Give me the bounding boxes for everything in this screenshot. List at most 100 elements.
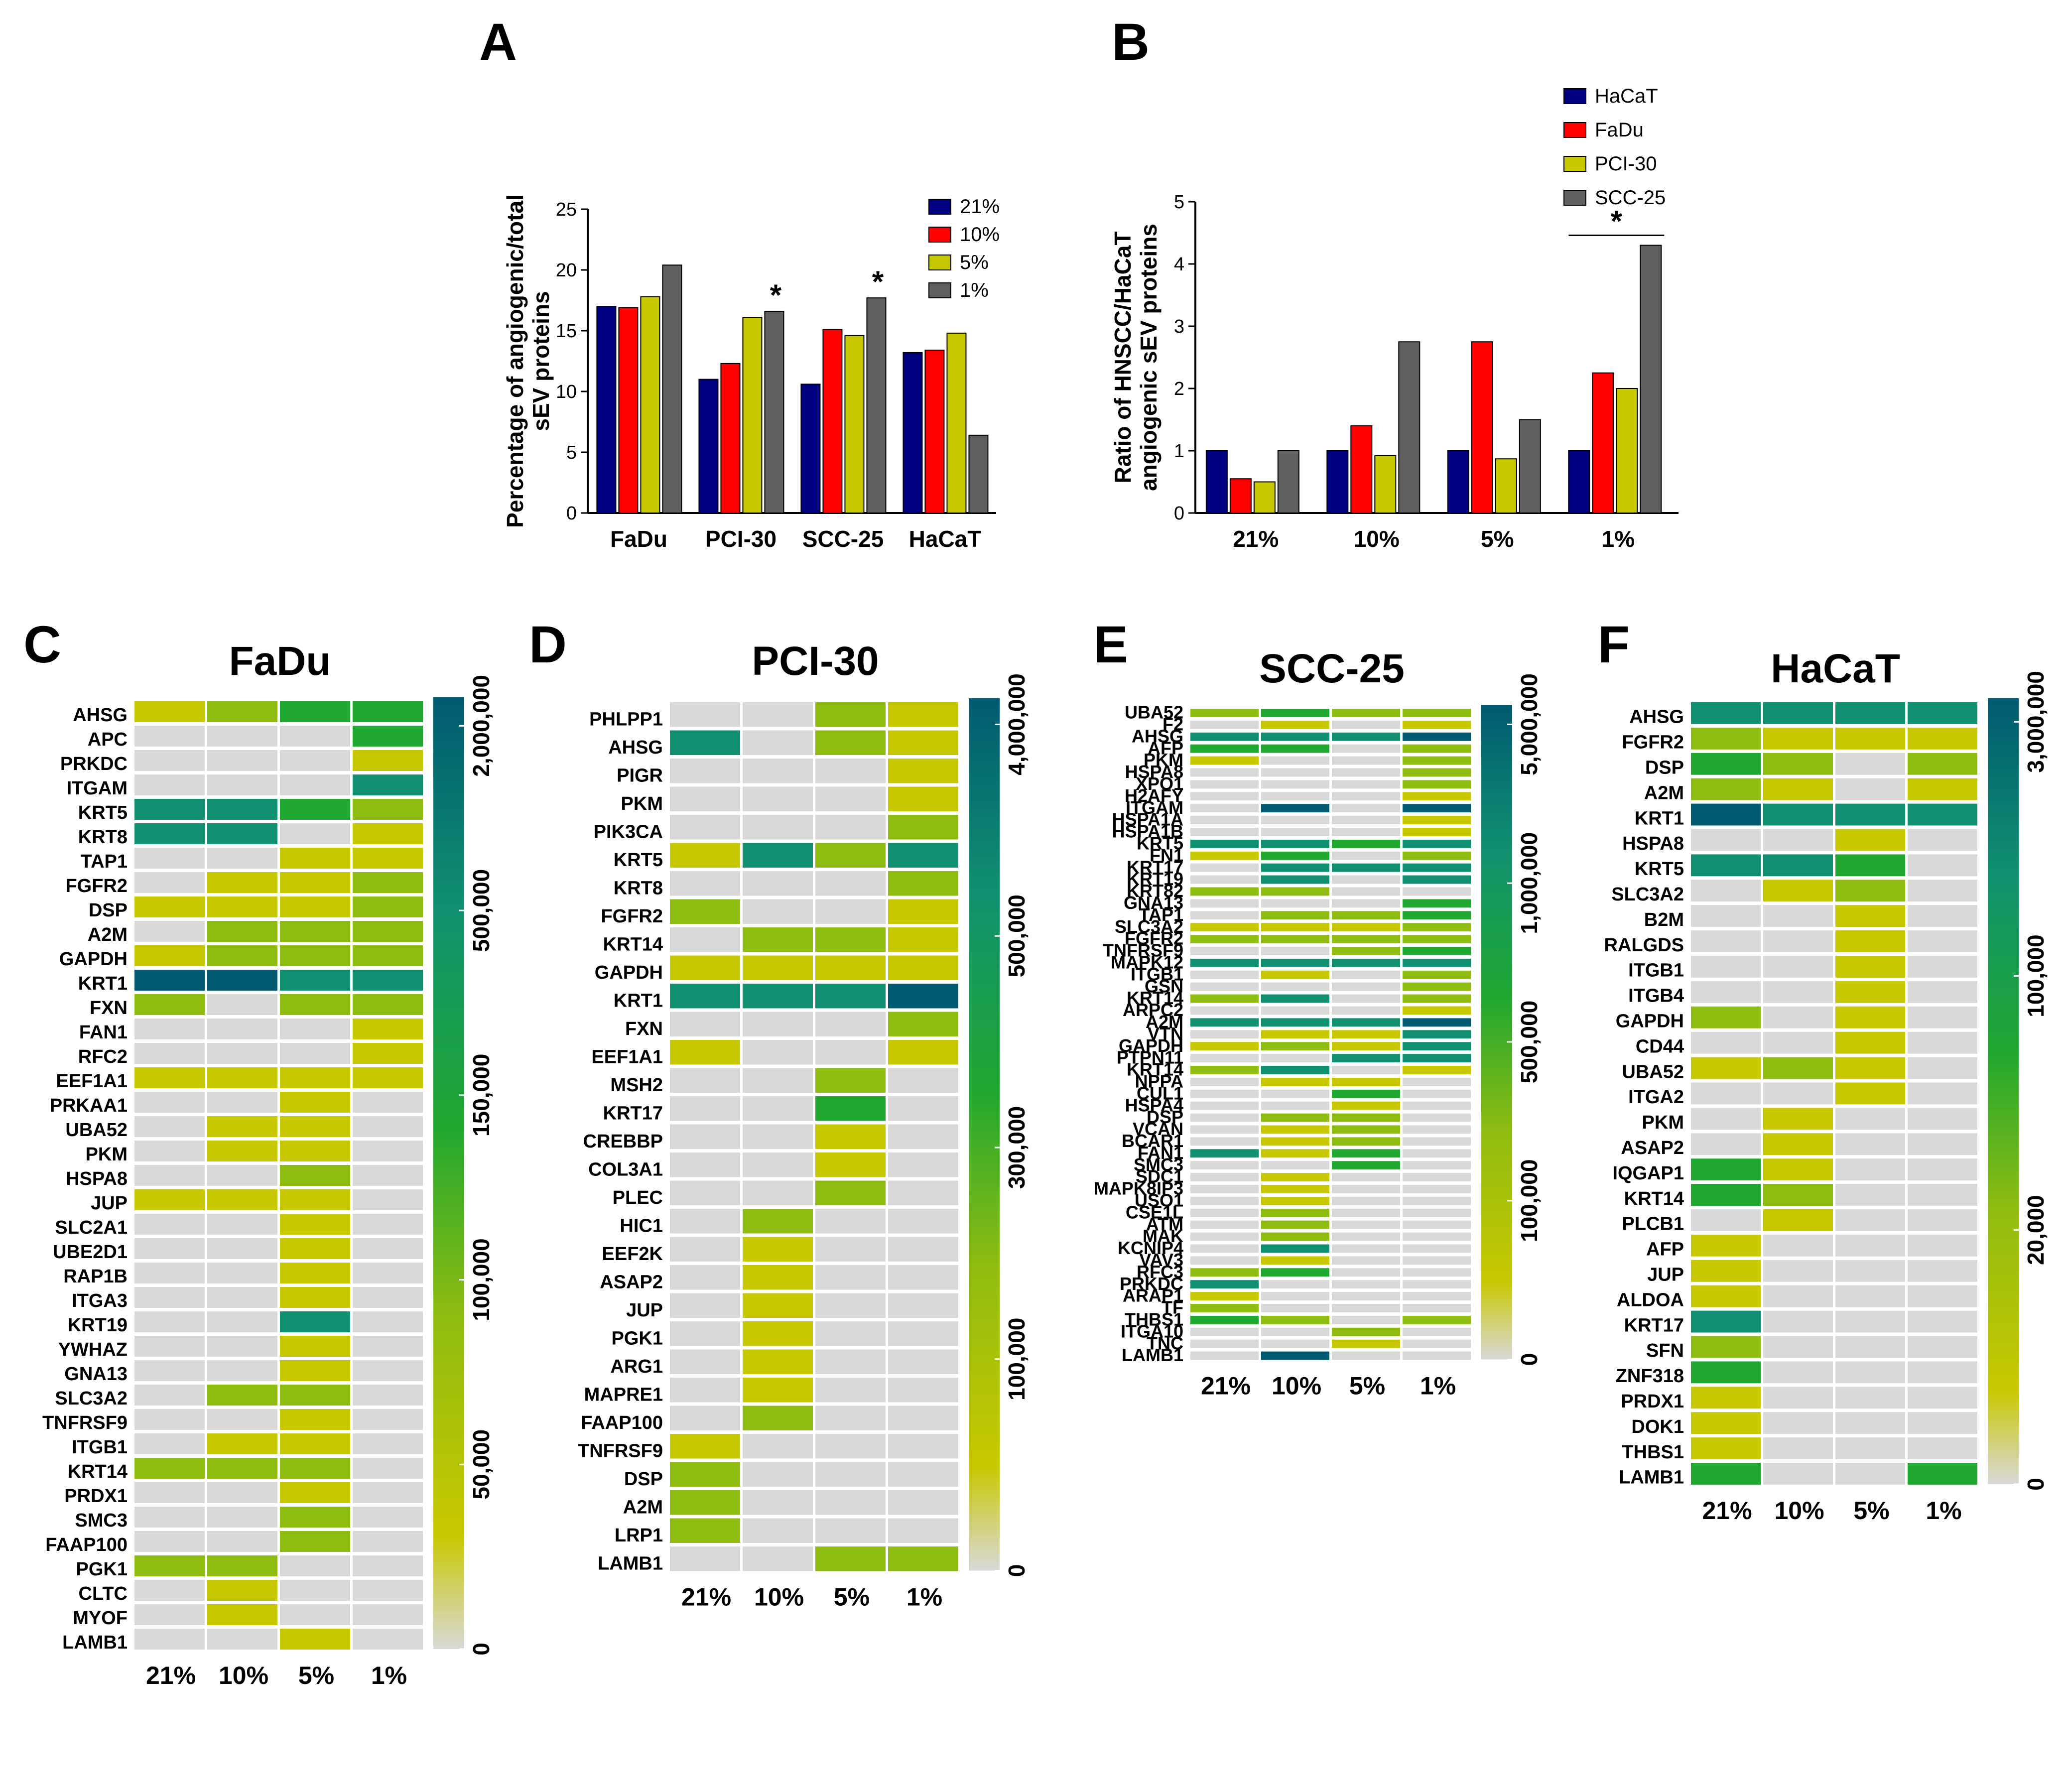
heatmap-cell [1835,1463,1905,1485]
heatmap-cell [280,1604,350,1625]
heatmap-cell [353,1360,423,1381]
bar-pci-30-21 [698,379,719,513]
heatmap-cell [1261,1268,1329,1277]
heatmap-cell [1908,981,1977,1003]
heatmap-cell [1835,702,1905,724]
heatmap-cell [1691,1387,1761,1409]
heatmap-cell [1190,1161,1259,1170]
heatmap-cell [207,1116,277,1137]
y-tick-label: 25 [556,199,577,220]
row-label: CSE1L [1126,1202,1183,1222]
row-label: KRT14 [1624,1188,1684,1209]
colorbar-tick-label: 4,000,000 [1004,673,1030,775]
row-label: FGFR2 [65,876,128,896]
row-label: UBA52 [1125,702,1183,723]
column-label: 21% [1201,1372,1251,1400]
heatmap-cell [1763,1285,1833,1307]
heatmap-cell [134,1116,205,1137]
heatmap-cell [1908,1133,1977,1155]
heatmap-cell [815,1546,886,1571]
heatmap-cell [1835,981,1905,1003]
heatmap-cell [743,1237,813,1262]
heatmap-cell [670,1237,740,1262]
heatmap-cell [353,1482,423,1503]
heatmap-cell [1691,829,1761,851]
row-label: A2M [1146,1012,1183,1032]
heatmap-cell [353,1604,423,1625]
heatmap-cell [1332,792,1400,801]
y-tick-label: 0 [1174,503,1184,524]
row-label: KRT5 [614,850,663,871]
heatmap-cell [1332,1089,1400,1098]
heatmap-cell [670,730,740,755]
heatmap-cell [1691,930,1761,952]
heatmap-cell [1190,863,1259,872]
heatmap-cell [1691,1336,1761,1358]
heatmap-cell [888,1209,958,1234]
heatmap-cell [1763,1336,1833,1358]
heatmap-cell [1190,1006,1259,1015]
column-label: 1% [1420,1372,1456,1400]
heatmap-cell [1908,1158,1977,1181]
heatmap-cell [280,921,350,942]
heatmap-cell [1691,1285,1761,1307]
row-label: AHSG [1629,707,1684,728]
heatmap-cell [743,1490,813,1515]
colorbar [1481,705,1512,1360]
heatmap-cell [888,1096,958,1121]
heatmap-cell [1332,1315,1400,1324]
heatmap-cell [1403,911,1471,920]
heatmap-cell [1908,1285,1977,1307]
heatmap-cell [670,984,740,1009]
bar-scc-25-1 [866,297,887,513]
colorbar [1988,698,2019,1484]
heatmap-cell [1332,1327,1400,1336]
heatmap-cell [670,1096,740,1121]
row-label: KRT8 [78,827,128,848]
heatmap-cell [1403,863,1471,872]
heatmap-cell [1261,1173,1329,1181]
row-label: ITGB4 [1628,986,1684,1007]
heatmap-cell [280,1263,350,1283]
heatmap-cell [888,1068,958,1093]
heatmap-cell [134,1165,205,1186]
heatmap-cell [1261,1137,1329,1146]
heatmap-cell [1908,1057,1977,1079]
row-label: AFP [1148,738,1183,758]
row-label: CLTC [79,1583,128,1604]
row-label: HSPA1A [1112,809,1183,830]
heatmap-cell [1403,1042,1471,1051]
heatmap-cell [134,1336,205,1357]
heatmap-cell [207,848,277,869]
heatmap-cell [134,1214,205,1235]
heatmap-cell [1763,905,1833,927]
legend-swatch-21 [928,199,951,215]
heatmap-cell [743,871,813,896]
heatmap-cell [1691,778,1761,800]
heatmap-cell [353,823,423,844]
row-label: A2M [1644,782,1684,803]
heatmap-cell [1763,1057,1833,1079]
heatmap-cell [888,1237,958,1262]
heatmap-cell [207,1360,277,1381]
heatmap-cell [1190,756,1259,765]
row-label: TNFRSF9 [578,1440,663,1461]
heatmap-cell [815,1040,886,1065]
heatmap-cell [280,1116,350,1137]
heatmap-cell [1908,1437,1977,1459]
heatmap-cell [1403,958,1471,967]
heatmap-cell [1261,1292,1329,1300]
heatmap-cell [1190,958,1259,967]
heatmap-cell [1403,804,1471,813]
row-label: ASAP2 [1621,1138,1684,1158]
heatmap-cell [1190,851,1259,860]
heatmap-cell [134,1141,205,1161]
heatmap-cell [1332,804,1400,813]
heatmap-cell [280,1336,350,1357]
heatmap-cell [134,1482,205,1503]
heatmap-cell [353,1458,423,1479]
heatmap-cell [1908,1387,1977,1409]
heatmap-cell [1332,744,1400,753]
heatmap-cell [280,1043,350,1064]
legend-swatch-scc-25 [1563,190,1586,206]
